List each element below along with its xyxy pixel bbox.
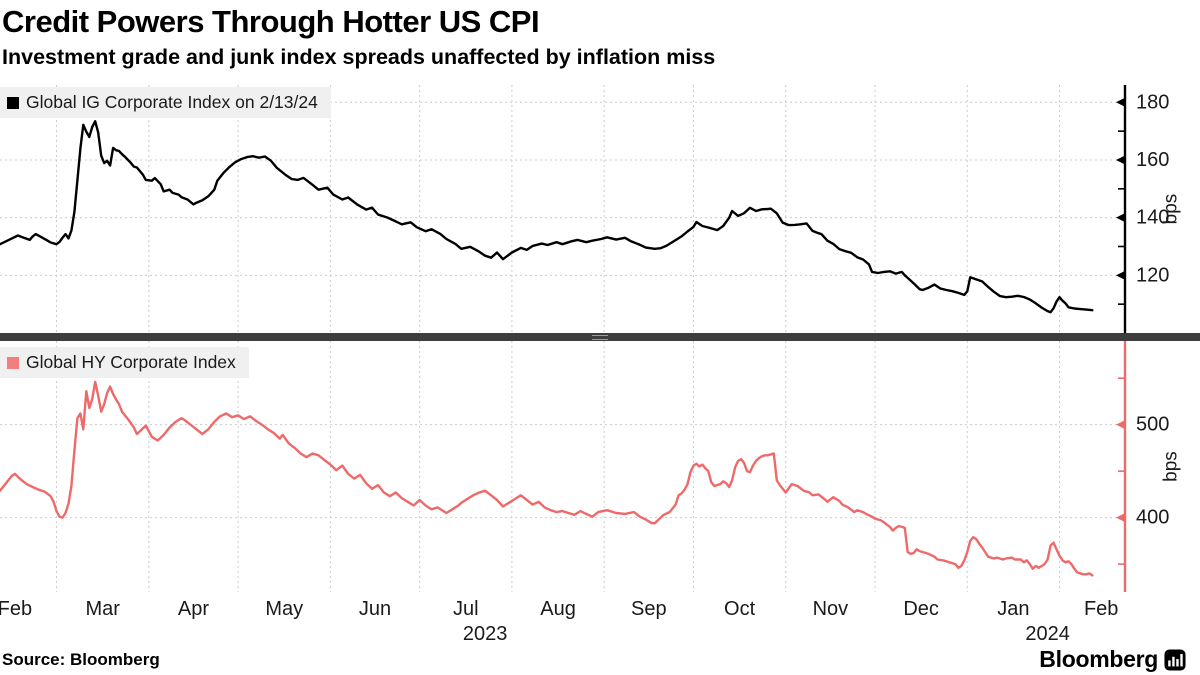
y-tick-label: 180 — [1136, 91, 1169, 113]
y-tick-label: 400 — [1136, 507, 1169, 529]
bloomberg-wordmark: Bloomberg — [1039, 646, 1158, 672]
x-tick-label: Mar — [85, 598, 120, 620]
x-tick-label: Jul — [453, 598, 479, 620]
x-tick-label: Oct — [724, 598, 756, 620]
y-tick-label: 500 — [1136, 414, 1169, 436]
bloomberg-brand: Bloomberg — [1039, 646, 1186, 673]
ig-panel: 120 140 160 180 bps — [0, 85, 1182, 333]
major-tick-icon — [1116, 513, 1125, 523]
hy-legend-label: Global HY Corporate Index — [26, 352, 236, 372]
y-tick-label: 160 — [1136, 149, 1169, 171]
major-tick-icon — [1116, 213, 1125, 223]
source-attribution: Source: Bloomberg — [2, 650, 160, 669]
page-subtitle: Investment grade and junk index spreads … — [2, 45, 716, 69]
major-tick-icon — [1116, 155, 1125, 165]
y-tick-label: 120 — [1136, 264, 1169, 286]
legend-ig: Global IG Corporate Index on 2/13/24 — [0, 87, 331, 118]
x-tick-label: Jun — [359, 598, 391, 620]
x-tick-label: Aug — [540, 598, 576, 620]
y-tick-label: 140 — [1136, 207, 1169, 229]
ig-legend-label: Global IG Corporate Index on 2/13/24 — [26, 92, 318, 112]
x-tick-label: Feb — [0, 598, 32, 620]
major-tick-icon — [1116, 420, 1125, 430]
legend-hy: Global HY Corporate Index — [0, 347, 249, 378]
x-tick-label: Feb — [1084, 598, 1118, 620]
x-tick-label: Sep — [631, 598, 667, 620]
hy-panel: 400 500 bps — [0, 341, 1182, 592]
x-tick-label: Dec — [903, 598, 939, 620]
hy-panel-line — [0, 380, 1094, 577]
page-title: Credit Powers Through Hotter US CPI — [2, 4, 540, 39]
x-year-label: 2023 — [463, 623, 508, 645]
ig-legend-swatch-icon — [7, 96, 19, 109]
major-tick-icon — [1116, 270, 1125, 280]
x-tick-label: Apr — [178, 598, 209, 620]
bloomberg-terminal-icon — [1164, 648, 1186, 671]
divider-grip-icon[interactable] — [592, 335, 608, 340]
panel-divider[interactable] — [0, 333, 1200, 341]
x-year-label: 2024 — [1025, 623, 1070, 645]
x-tick-label: Nov — [813, 598, 849, 620]
hy-legend-swatch-icon — [7, 356, 19, 369]
axis-unit-label: bps — [1161, 194, 1182, 225]
ig-panel-line — [0, 120, 1094, 314]
major-tick-icon — [1116, 97, 1125, 107]
x-tick-label: Jan — [997, 598, 1029, 620]
x-tick-label: May — [265, 598, 303, 620]
axis-unit-label: bps — [1161, 451, 1182, 482]
